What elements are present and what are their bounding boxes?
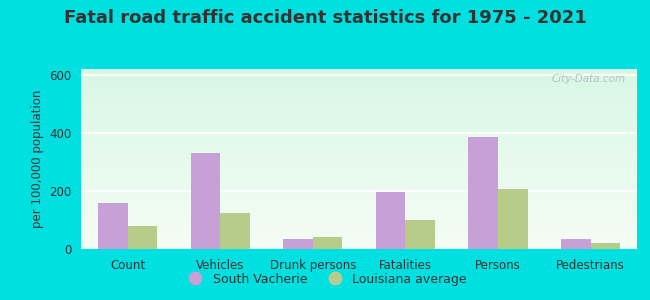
Bar [498,190,528,249]
Legend: South Vacherie, Louisiana average: South Vacherie, Louisiana average [178,268,472,291]
Bar [220,213,250,249]
Y-axis label: per 100,000 population: per 100,000 population [31,90,44,228]
Text: Fatal road traffic accident statistics for 1975 - 2021: Fatal road traffic accident statistics f… [64,9,586,27]
Bar [313,237,343,249]
Bar [190,153,220,249]
Bar [406,220,435,249]
Text: City-Data.com: City-Data.com [552,74,626,84]
Bar [469,137,498,249]
Bar [127,226,157,249]
Bar [561,239,591,249]
Bar [376,192,406,249]
Bar [98,202,127,249]
Bar [283,239,313,249]
Bar [591,243,620,249]
